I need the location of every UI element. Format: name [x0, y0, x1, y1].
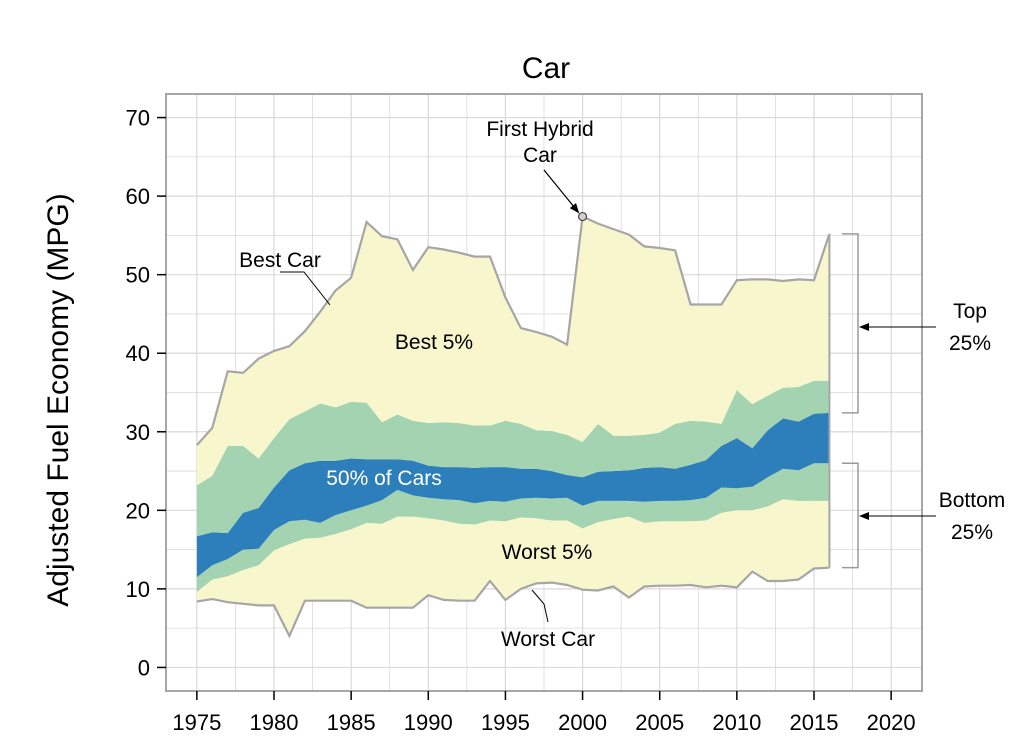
x-tick-label: 2015 — [790, 710, 839, 735]
x-tick-label: 1995 — [481, 710, 530, 735]
plot-frame — [165, 93, 923, 692]
tick-layer: 0 10 20 30 40 50 60 70 1975 1980 1985 1990 1995 2000 2… — [126, 106, 916, 735]
annotation-bottom-line-2: 25% — [951, 521, 993, 544]
y-tick-label: 10 — [126, 577, 150, 602]
arrow-first-hybrid — [543, 169, 580, 214]
annotation-worst-car: Worst Car — [501, 628, 595, 651]
x-tick-label: 1990 — [404, 710, 453, 735]
annotation-top-line-2: 25% — [949, 332, 991, 355]
band-label-best-5: Best 5% — [395, 331, 473, 354]
bracket-bottom-25 — [842, 462, 859, 569]
band-label-worst-5: Worst 5% — [502, 541, 593, 564]
y-tick-label: 40 — [126, 341, 150, 366]
x-tick-label: 1985 — [327, 710, 376, 735]
line-layer — [196, 214, 831, 639]
x-tick-label: 2010 — [712, 710, 761, 735]
annotation-layer — [280, 169, 936, 623]
line-worst-car — [196, 566, 830, 639]
x-tick-label: 2005 — [635, 710, 684, 735]
bracket-top-25 — [842, 233, 859, 414]
line-best-car — [196, 214, 831, 446]
annotation-bottom-line-1: Bottom — [939, 489, 1006, 512]
leader-worst-car — [531, 589, 549, 623]
annotation-first-hybrid-line-2: Car — [523, 144, 557, 167]
x-tick-label: 2000 — [558, 710, 607, 735]
annotation-top-line-1: Top — [953, 300, 987, 323]
x-tick-label: 1980 — [250, 710, 299, 735]
y-tick-label: 0 — [138, 655, 150, 680]
annotation-first-hybrid-line-1: First Hybrid — [486, 118, 593, 141]
y-tick-label: 70 — [126, 106, 150, 131]
annotation-best-car: Best Car — [239, 249, 321, 272]
y-tick-label: 20 — [126, 498, 150, 523]
leader-best-car — [280, 271, 331, 306]
y-tick-label: 60 — [126, 184, 150, 209]
band-label-50-percent: 50% of Cars — [326, 467, 442, 490]
y-axis-label: Adjusted Fuel Economy (MPG) — [42, 193, 75, 606]
band-best-5 — [196, 216, 830, 486]
y-tick-label: 50 — [126, 263, 150, 288]
x-tick-label: 1975 — [172, 710, 221, 735]
y-tick-label: 30 — [126, 420, 150, 445]
area-layer — [196, 216, 830, 636]
band-middle-50 — [196, 412, 830, 578]
chart-title: Car — [522, 52, 570, 85]
band-bottom-quartile — [196, 463, 830, 592]
x-tick-label: 2020 — [867, 710, 916, 735]
marker-first-hybrid — [577, 211, 588, 222]
band-top-quartile — [196, 380, 830, 537]
